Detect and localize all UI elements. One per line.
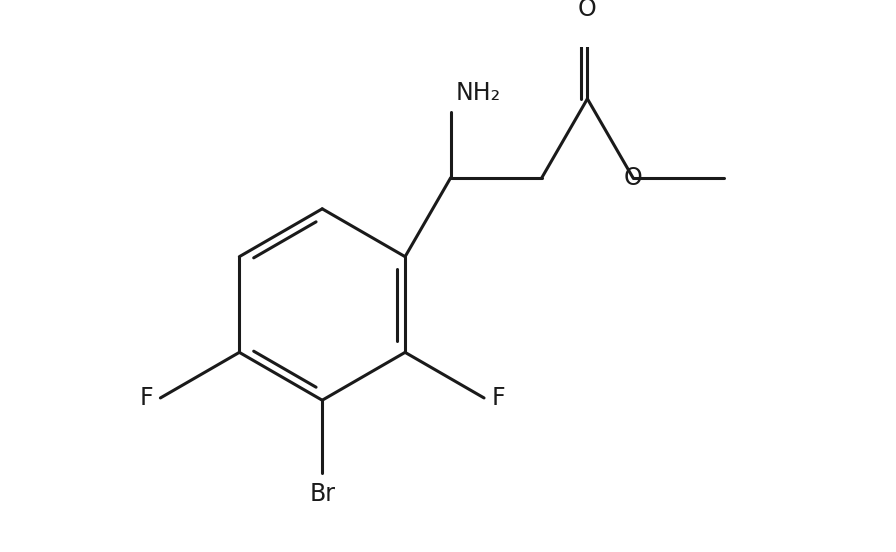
- Text: Br: Br: [309, 482, 335, 506]
- Text: NH₂: NH₂: [455, 81, 500, 105]
- Text: O: O: [578, 0, 597, 22]
- Text: F: F: [491, 386, 505, 410]
- Text: O: O: [624, 166, 642, 190]
- Text: F: F: [140, 386, 153, 410]
